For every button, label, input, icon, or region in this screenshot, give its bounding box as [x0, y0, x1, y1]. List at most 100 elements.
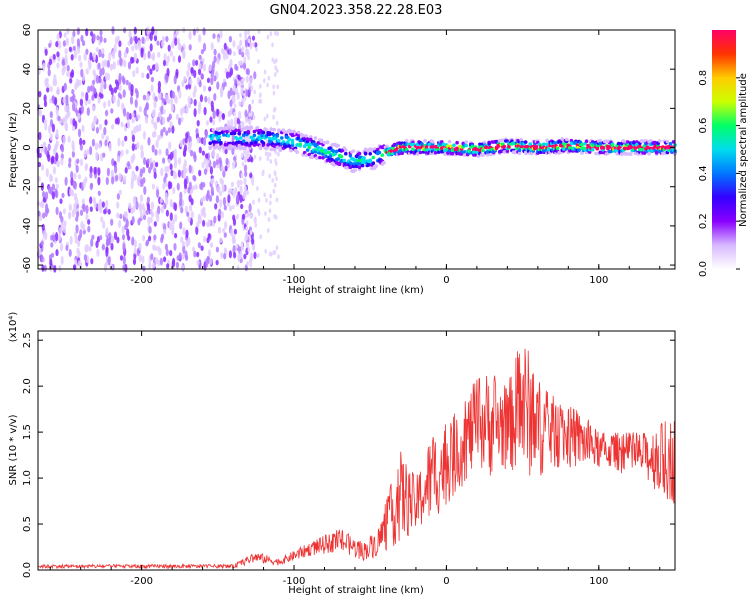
spectrogram-noise-cell [218, 157, 222, 164]
spectrogram-noise-cell [98, 123, 102, 131]
spectrogram-signal-cell [437, 150, 441, 154]
spectrogram-noise-cell [182, 49, 186, 59]
spectrogram-signal-cell [635, 140, 639, 144]
spectrogram-noise-cell [240, 87, 244, 92]
spectrogram-noise-cell [118, 172, 122, 182]
spectrogram-noise-cell [129, 95, 134, 105]
spectrogram-noise-cell [142, 177, 146, 184]
spectrogram-noise-cell [135, 124, 139, 132]
spectrogram-noise-cell [52, 53, 56, 60]
spectrogram-noise-cell [274, 158, 277, 164]
spectrogram-noise-cell [145, 35, 150, 42]
spectrogram-noise-cell [76, 211, 80, 218]
spectrogram-noise-cell [89, 146, 93, 156]
spectrogram-noise-cell [72, 30, 76, 38]
spectrogram-noise-cell [116, 155, 121, 163]
spectrogram-noise-cell [132, 195, 137, 205]
spectrogram-signal-cell [272, 147, 277, 152]
spectrogram-noise-cell [60, 157, 64, 166]
spectrogram-noise-cell [38, 90, 42, 98]
spectrogram-noise-cell [188, 31, 192, 41]
spectrogram-noise-cell [161, 97, 165, 104]
spectrogram-noise-cell [90, 182, 94, 189]
spectrogram-noise-cell [110, 242, 114, 251]
spectrogram-signal-cell [563, 142, 568, 146]
spectrogram-noise-cell [275, 120, 279, 126]
spectrogram-signal-cell [569, 138, 574, 143]
spectrogram-signal-cell [249, 126, 254, 130]
spectrogram-noise-cell [162, 108, 166, 115]
spectrogram-signal-cell [594, 151, 598, 156]
spectrogram-noise-cell [62, 135, 66, 143]
spectrogram-signal-cell [225, 130, 229, 134]
spectrogram-noise-cell [69, 77, 73, 84]
spectrogram-noise-cell [107, 256, 111, 266]
spectrogram-noise-cell [54, 96, 58, 106]
spectrogram-signal-cell [245, 141, 249, 146]
spectrogram-signal-cell [374, 164, 379, 168]
spectrogram-noise-cell [209, 258, 213, 265]
spectrogram-noise-cell [266, 34, 270, 40]
spectrogram-noise-cell [154, 29, 158, 37]
spectrogram-noise-cell [110, 63, 114, 70]
spectrogram-signal-cell [616, 141, 621, 146]
spectrogram-noise-cell [185, 132, 189, 139]
spectrogram-noise-cell [101, 133, 105, 140]
spectrogram-noise-cell [62, 208, 66, 215]
spectrogram-signal-cell [255, 126, 260, 130]
spectrogram-noise-cell [66, 27, 70, 35]
spectrogram-noise-cell [60, 221, 64, 230]
spectrogram-noise-cell [244, 236, 247, 242]
spectrogram-noise-cell [187, 216, 191, 223]
spectrogram-signal-cell [621, 139, 625, 143]
spectrogram-noise-cell [213, 48, 217, 56]
spectrogram-noise-cell [169, 198, 173, 208]
spectrogram-noise-cell [215, 159, 219, 166]
spectrogram-signal-cell [342, 158, 347, 163]
spectrogram-noise-cell [152, 262, 156, 270]
spectrogram-noise-cell [249, 213, 253, 219]
spectrogram-noise-cell [117, 150, 121, 156]
spectrogram-noise-cell [79, 144, 83, 151]
spectrogram-noise-cell [74, 235, 78, 244]
spectrogram-noise-cell [121, 139, 125, 147]
spectrogram-noise-cell [158, 148, 162, 156]
spectrogram-signal-cell [325, 140, 330, 144]
spectrogram-signal-cell [211, 134, 216, 138]
spectrogram-noise-cell [142, 214, 147, 221]
spectrogram-noise-cell [101, 47, 105, 55]
spectrogram-noise-cell [94, 115, 98, 122]
spectrogram-signal-cell [351, 157, 356, 161]
spectrogram-noise-cell [178, 198, 183, 207]
spectrogram-noise-cell [168, 113, 172, 120]
spectrogram-noise-cell [118, 189, 122, 196]
spectrogram-noise-cell [130, 180, 134, 190]
spectrogram-noise-cell [171, 218, 175, 225]
spectrogram-signal-cell [298, 142, 302, 146]
spectrogram-signal-cell [307, 152, 312, 157]
spectrogram-noise-cell [92, 33, 96, 43]
spectrogram-noise-cell [199, 94, 203, 103]
spectrogram-noise-cell [179, 191, 183, 201]
spectrogram-noise-cell [43, 100, 48, 108]
spectrogram-noise-cell [171, 125, 175, 134]
spectrogram-noise-cell [83, 254, 87, 262]
x-tick-label: -200 [130, 275, 153, 286]
spectrogram-noise-cell [205, 153, 209, 159]
spectrogram-noise-cell [104, 139, 108, 147]
spectrogram-noise-cell [229, 99, 233, 108]
spectrogram-noise-cell [60, 255, 64, 265]
spectrogram-noise-cell [122, 255, 126, 265]
spectrogram-noise-cell [99, 204, 103, 214]
spectrogram-signal-cell [226, 134, 231, 138]
spectrogram-y-axis-label: Frequency (Hz) [8, 112, 19, 188]
spectrogram-noise-cell [263, 116, 267, 122]
spectrogram-noise-cell [56, 51, 60, 58]
spectrogram-noise-cell [240, 242, 244, 247]
spectrogram-noise-cell [76, 46, 80, 55]
spectrogram-noise-cell [118, 72, 122, 81]
spectrogram-noise-cell [191, 246, 196, 252]
spectrogram-noise-cell [120, 121, 124, 128]
spectrogram-noise-cell [244, 109, 248, 118]
spectrogram-noise-cell [275, 197, 279, 203]
